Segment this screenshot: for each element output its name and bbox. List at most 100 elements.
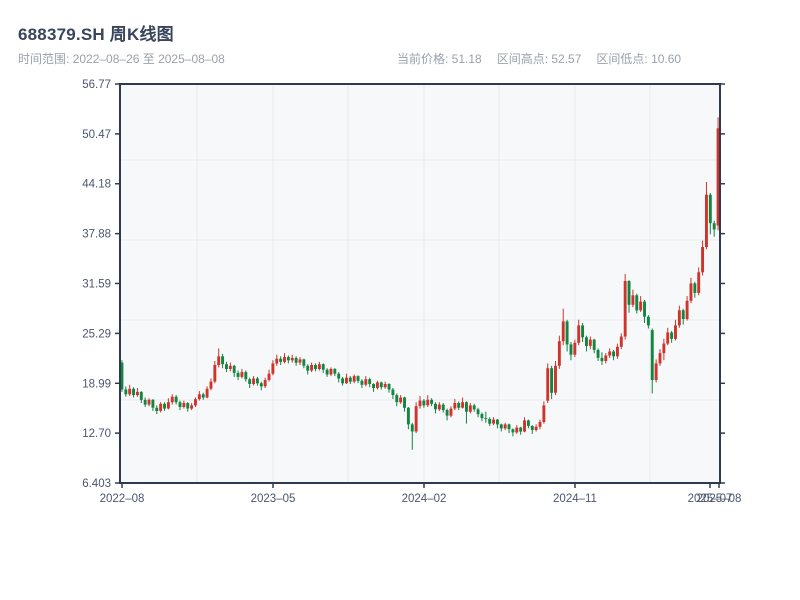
candle-body bbox=[635, 295, 639, 311]
candle-body bbox=[403, 397, 406, 408]
candle-body bbox=[461, 402, 465, 408]
candle-body bbox=[321, 364, 325, 370]
candle-body bbox=[329, 368, 333, 375]
candle-body bbox=[244, 372, 248, 380]
candle-body bbox=[372, 384, 375, 388]
y-tick-label: 56.77 bbox=[82, 79, 111, 91]
candle-body bbox=[383, 384, 387, 388]
candle-body bbox=[534, 426, 538, 430]
candle-body bbox=[623, 281, 627, 337]
candle-body bbox=[550, 368, 554, 393]
y-axis: 56.77 50.47 44.18 37.88 31.59 25.29 18.99 12.70… bbox=[82, 79, 725, 490]
candle-body bbox=[120, 362, 124, 390]
candle-body bbox=[561, 321, 565, 342]
candle-body bbox=[422, 400, 426, 406]
candle-body bbox=[205, 388, 209, 398]
candle-body bbox=[166, 402, 170, 409]
candle-body bbox=[445, 410, 449, 416]
gridlines bbox=[120, 84, 720, 483]
candle-body bbox=[565, 321, 569, 345]
candle-body bbox=[294, 357, 298, 363]
candle-body bbox=[546, 368, 550, 401]
candle-body bbox=[488, 418, 492, 424]
candle-body bbox=[352, 376, 356, 382]
candle-body bbox=[170, 396, 174, 403]
candle-body bbox=[476, 409, 480, 415]
candles-layer bbox=[120, 117, 720, 450]
candle-body bbox=[674, 325, 677, 339]
y-tick-label: 37.88 bbox=[82, 229, 111, 241]
candle-body bbox=[542, 405, 546, 422]
candle-body bbox=[697, 272, 701, 293]
candle-body bbox=[465, 402, 468, 412]
candle-body bbox=[503, 424, 507, 429]
x-tick-label: 2023–05 bbox=[251, 493, 296, 505]
candle-body bbox=[437, 404, 441, 410]
candle-body bbox=[267, 373, 271, 380]
candle-body bbox=[197, 394, 201, 400]
y-tick-label: 31.59 bbox=[82, 278, 111, 290]
candle-body bbox=[654, 363, 658, 380]
candle-body bbox=[515, 427, 519, 433]
candle-body bbox=[286, 357, 290, 361]
candle-body bbox=[283, 357, 286, 362]
candle-body bbox=[526, 420, 530, 426]
candle-body bbox=[410, 424, 414, 432]
candle-body bbox=[685, 300, 689, 319]
candle-body bbox=[596, 349, 600, 358]
candle-body bbox=[441, 404, 445, 411]
candle-body bbox=[155, 407, 159, 411]
stat-range-high: 区间高点: 52.57 bbox=[496, 52, 582, 66]
candle-body bbox=[430, 399, 434, 404]
candle-body bbox=[472, 405, 476, 410]
candle-body bbox=[391, 389, 395, 395]
candle-body bbox=[259, 383, 263, 387]
candle-body bbox=[186, 403, 190, 409]
candle-body bbox=[615, 346, 619, 357]
candle-body bbox=[705, 194, 708, 247]
candle-body bbox=[178, 402, 182, 407]
x-tick-label: 2022–08 bbox=[100, 493, 145, 505]
candle-body bbox=[646, 316, 650, 326]
candle-body bbox=[689, 283, 693, 301]
plot-area bbox=[120, 84, 720, 483]
candle-body bbox=[143, 399, 147, 405]
candle-body bbox=[387, 384, 391, 390]
candle-body bbox=[399, 397, 403, 403]
candle-body bbox=[325, 369, 329, 375]
candle-body bbox=[333, 368, 337, 374]
candle-body bbox=[248, 379, 252, 384]
candle-body bbox=[662, 343, 666, 354]
candle-body bbox=[174, 396, 178, 403]
x-axis: 2022–08 2023–05 2024–02 2024–11 2025–072025–… bbox=[100, 483, 741, 505]
candle-body bbox=[147, 399, 151, 405]
candle-body bbox=[132, 388, 135, 396]
candle-body bbox=[681, 310, 685, 319]
candle-body bbox=[225, 364, 228, 369]
candle-body bbox=[569, 344, 573, 355]
candle-body bbox=[588, 339, 592, 346]
candle-body bbox=[538, 422, 542, 427]
candle-body bbox=[650, 330, 654, 380]
candle-body bbox=[217, 356, 221, 365]
candle-body bbox=[414, 406, 418, 432]
candle-body bbox=[135, 391, 139, 396]
y-tick-label: 50.47 bbox=[82, 129, 111, 141]
candle-body bbox=[530, 426, 534, 430]
candle-body bbox=[519, 427, 523, 432]
candle-body bbox=[523, 420, 526, 432]
candle-body bbox=[221, 356, 225, 365]
candle-body bbox=[619, 336, 623, 347]
candle-body bbox=[163, 403, 166, 409]
candle-body bbox=[275, 358, 279, 364]
candle-body bbox=[670, 332, 674, 339]
y-tick-label: 6.403 bbox=[82, 478, 111, 490]
x-tick-label: 2025–07 bbox=[688, 493, 733, 505]
candle-body bbox=[159, 403, 163, 411]
candle-body bbox=[124, 389, 128, 395]
candle-body bbox=[209, 381, 213, 389]
candle-body bbox=[507, 424, 511, 430]
